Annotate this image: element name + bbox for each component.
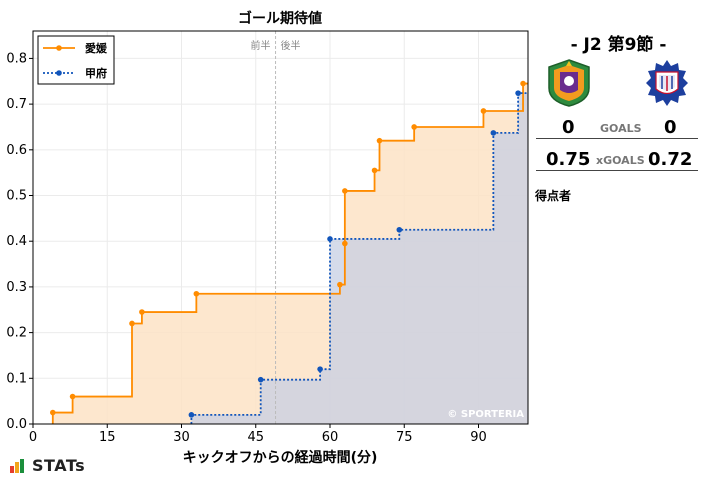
stats-logo-text: STATs	[32, 456, 86, 475]
away-xg: 0.72	[648, 149, 693, 170]
y-tick-label: 0.7	[6, 97, 27, 112]
goals-label: GOALS	[600, 122, 642, 135]
x-axis-label: キックオフからの経過時間(分)	[183, 449, 378, 466]
y-tick-label: 0.6	[6, 143, 27, 158]
data-point-series-1	[371, 167, 378, 174]
data-point-series-1	[342, 240, 348, 247]
second-half-label: 後半	[281, 39, 301, 52]
ehime-crest-icon	[548, 59, 590, 107]
data-point-series-2	[515, 90, 521, 96]
data-point-series-2	[257, 376, 264, 383]
legend-marker-1	[56, 45, 62, 51]
series-line-2	[190, 92, 528, 424]
plot-area: 前半 後半 0 15 30 45 60 75 90 0.0 0.1 0.2 0.3 0.4 0.5 0.6 0.…	[6, 30, 529, 445]
legend-marker-2	[56, 70, 62, 76]
kofu-crest-icon	[646, 60, 688, 106]
divider	[536, 138, 698, 139]
goals-row: 0 GOALS 0	[536, 117, 698, 141]
watermark: © SPORTERIA	[447, 409, 524, 420]
x-tick-label: 15	[99, 430, 116, 445]
y-tick-label: 0.1	[6, 371, 27, 386]
data-point-series-2	[490, 130, 497, 136]
data-point-series-2	[396, 226, 403, 233]
y-tick-label: 0.4	[6, 234, 27, 249]
data-point-series-1	[376, 137, 383, 144]
x-tick-label: 75	[396, 430, 413, 445]
plot-frame	[32, 30, 529, 425]
data-point-series-1	[69, 393, 76, 400]
data-point-series-1	[337, 281, 343, 288]
data-point-series-2	[188, 412, 195, 418]
series-area-2	[191, 93, 528, 424]
y-tick-label: 0.5	[6, 189, 27, 204]
data-point-series-1	[480, 108, 487, 114]
x-tick-label: 30	[173, 430, 190, 445]
data-point-series-2	[327, 236, 333, 242]
data-point-series-1	[342, 188, 348, 194]
first-half-label: 前半	[251, 39, 271, 52]
xgoals-label: xGOALS	[596, 154, 645, 167]
legend-box	[37, 35, 115, 85]
legend-label-1: 愛媛	[85, 41, 108, 55]
match-title: - J2 第9節 -	[570, 35, 667, 55]
data-point-series-1	[50, 409, 56, 416]
home-xg: 0.75	[546, 149, 591, 170]
data-point-series-1	[411, 124, 417, 130]
scorers-label: 得点者	[535, 189, 572, 203]
y-tick-label: 0.8	[6, 51, 27, 66]
x-tick-label: 60	[322, 430, 339, 445]
chart-title: ゴール期待値	[238, 10, 322, 27]
legend-label-2: 甲府	[85, 66, 107, 80]
y-tick-label: 0.2	[6, 326, 27, 341]
x-tick-label: 90	[470, 430, 487, 445]
stats-logo-icon	[10, 459, 28, 473]
data-point-series-2	[317, 366, 323, 372]
x-tick-label: 45	[247, 430, 264, 445]
match-summary-panel: - J2 第9節 - 0 GOALS 0 0.75 xGOALS 0.72 得点…	[530, 0, 707, 479]
x-tick-label: 0	[29, 430, 37, 445]
data-point-series-1	[139, 309, 145, 315]
y-tick-label: 0.3	[6, 280, 27, 295]
y-tick-label: 0.0	[6, 417, 27, 432]
divider	[536, 170, 698, 171]
series-line-1	[51, 82, 528, 424]
xgoals-row: 0.75 xGOALS 0.72	[536, 149, 698, 173]
away-goals: 0	[664, 117, 677, 138]
data-point-series-1	[520, 80, 526, 87]
data-point-series-1	[193, 290, 200, 297]
home-goals: 0	[562, 117, 575, 138]
data-point-series-1	[129, 320, 135, 327]
